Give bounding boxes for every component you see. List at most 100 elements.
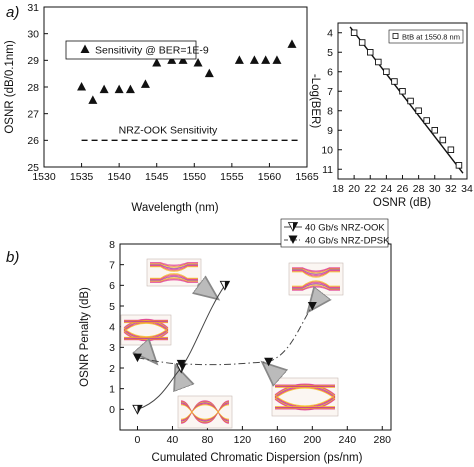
x-tick-label: 34 <box>461 183 473 195</box>
data-point-triangle <box>88 95 98 104</box>
y-tick-label: 26 <box>27 135 39 147</box>
data-point-triangle <box>178 55 188 64</box>
x-axis-label: Cumulated Chromatic Dispersion (ps/nm) <box>152 452 363 464</box>
data-point-triangle <box>193 58 203 67</box>
legend-half-triangle-fill <box>293 222 298 231</box>
y-tick-label: 25 <box>27 162 39 174</box>
y-tick-label: 2 <box>109 363 115 375</box>
x-tick-label: 200 <box>304 434 322 446</box>
y-tick-label: 8 <box>327 106 333 118</box>
data-point-square <box>439 136 447 144</box>
data-point-nrz-dpsk <box>264 357 274 367</box>
x-tick-label: 32 <box>445 183 457 195</box>
data-point-triangle <box>77 82 87 91</box>
data-point-triangle <box>249 55 259 64</box>
data-point-triangle <box>152 58 162 67</box>
plot-b-legend: 40 Gb/s NRZ-OOK 40 Gb/s NRZ-DPSK <box>280 218 390 248</box>
x-tick-label: 30 <box>429 183 441 195</box>
eye-diagram-inset <box>177 395 233 429</box>
legend-box <box>388 29 464 44</box>
data-point-nrz-ook-fill <box>137 405 142 414</box>
x-tick-label: 18 <box>332 183 344 195</box>
data-point-square <box>350 29 358 37</box>
y-tick-label: 5 <box>327 47 333 59</box>
plot-ber: 18 20 22 24 26 28 30 32 34 4 5 6 7 8 9 10 11 BtB at 1550… <box>309 22 473 209</box>
y-tick-label: 30 <box>27 28 39 40</box>
legend-label: BtB at 1550.8 nm <box>402 33 460 42</box>
x-tick-label: 0 <box>135 434 141 446</box>
legend-label-ook: 40 Gb/s NRZ-OOK <box>305 223 385 234</box>
data-point-square <box>455 162 463 169</box>
plot-ber-legend: BtB at 1550.8 nm <box>388 29 464 44</box>
legend-square-marker <box>392 33 399 39</box>
eye-diagram-inset <box>288 262 344 296</box>
data-point-square <box>399 87 406 95</box>
x-tick-label: 26 <box>397 183 409 195</box>
x-tick-label: 1560 <box>258 171 282 183</box>
data-point-square <box>391 78 398 85</box>
plot-a-ticks: 1530 1535 1540 1545 1550 1555 1560 1565 25 26 27 28… <box>27 2 319 183</box>
y-tick-label: 10 <box>321 145 333 157</box>
x-tick-label: 24 <box>381 183 393 195</box>
data-point-square <box>423 117 430 124</box>
y-axis-label: -Log(BER) <box>309 74 321 128</box>
plot-b: 0 40 80 120 160 200 240 280 0 1 2 3 4 5 6 7 8 40 Gb/s NR… <box>79 218 392 464</box>
x-tick-label: 80 <box>202 434 214 446</box>
y-tick-label: 6 <box>327 67 333 79</box>
legend-triangle-marker <box>80 44 90 53</box>
x-tick-label: 1540 <box>107 171 131 183</box>
series-nrz-ook-line <box>137 285 226 410</box>
legend-label: Sensitivity @ BER=1E-9 <box>95 45 209 57</box>
plot-ber-ticks: 18 20 22 24 26 28 30 32 34 4 5 6 7 8 9 10 11 <box>321 28 473 195</box>
data-point-square <box>383 68 390 75</box>
x-tick-label: 1555 <box>220 171 244 183</box>
data-point-triangle <box>125 84 135 94</box>
data-point-square <box>447 146 455 153</box>
panel-b-label: b) <box>6 249 19 266</box>
plot-ber-frame <box>337 22 468 180</box>
eye-diagram-inset <box>120 314 172 346</box>
data-point-square <box>367 49 374 56</box>
pointer-arrow <box>270 369 278 376</box>
y-tick-label: 27 <box>27 108 39 120</box>
y-tick-label: 11 <box>322 164 333 176</box>
pointer-arrow <box>198 284 210 293</box>
data-point-nrz-dpsk <box>307 302 317 311</box>
x-tick-label: 28 <box>413 183 425 195</box>
x-tick-label: 1550 <box>183 171 207 183</box>
x-tick-label: 280 <box>373 434 391 446</box>
legend-filled-triangle-marker <box>288 235 298 244</box>
plot-a: 1530 1535 1540 1545 1550 1555 1560 1565 25 26 27 28… <box>4 2 319 214</box>
pointer-arrow <box>179 375 182 383</box>
y-tick-label: 7 <box>109 259 115 271</box>
legend-box <box>280 218 389 248</box>
y-tick-label: 6 <box>109 280 115 292</box>
x-tick-label: 1530 <box>32 171 56 183</box>
series-nrz-dpsk-line <box>137 305 313 366</box>
x-axis-label: Wavelength (nm) <box>131 202 218 214</box>
data-point-square <box>415 107 422 114</box>
reference-line-label: NRZ-OOK Sensitivity <box>119 124 218 136</box>
data-point-triangle <box>114 84 124 94</box>
x-tick-label: 22 <box>364 183 376 195</box>
data-point-square <box>431 126 439 134</box>
eye-diagram-inset <box>271 377 339 417</box>
plot-b-frame <box>119 243 392 431</box>
x-tick-label: 240 <box>339 434 357 446</box>
y-tick-label: 1 <box>109 383 115 395</box>
plot-b-points <box>132 280 317 415</box>
plot-b-ticks: 0 40 80 120 160 200 240 280 0 1 2 3 4 5 6 7 8 <box>109 239 391 446</box>
legend-label-dpsk: 40 Gb/s NRZ-DPSK <box>305 236 390 247</box>
y-tick-label: 28 <box>27 82 39 94</box>
y-tick-label: 31 <box>27 2 39 14</box>
x-tick-label: 160 <box>269 434 287 446</box>
fit-line <box>349 26 464 174</box>
data-point-triangle <box>261 55 271 64</box>
data-point-square <box>375 58 382 66</box>
plot-ber-points <box>350 29 463 169</box>
x-tick-label: 1535 <box>70 171 94 183</box>
y-tick-label: 29 <box>27 55 39 67</box>
data-point-nrz-dpsk <box>132 353 142 363</box>
x-tick-label: 120 <box>234 434 252 446</box>
